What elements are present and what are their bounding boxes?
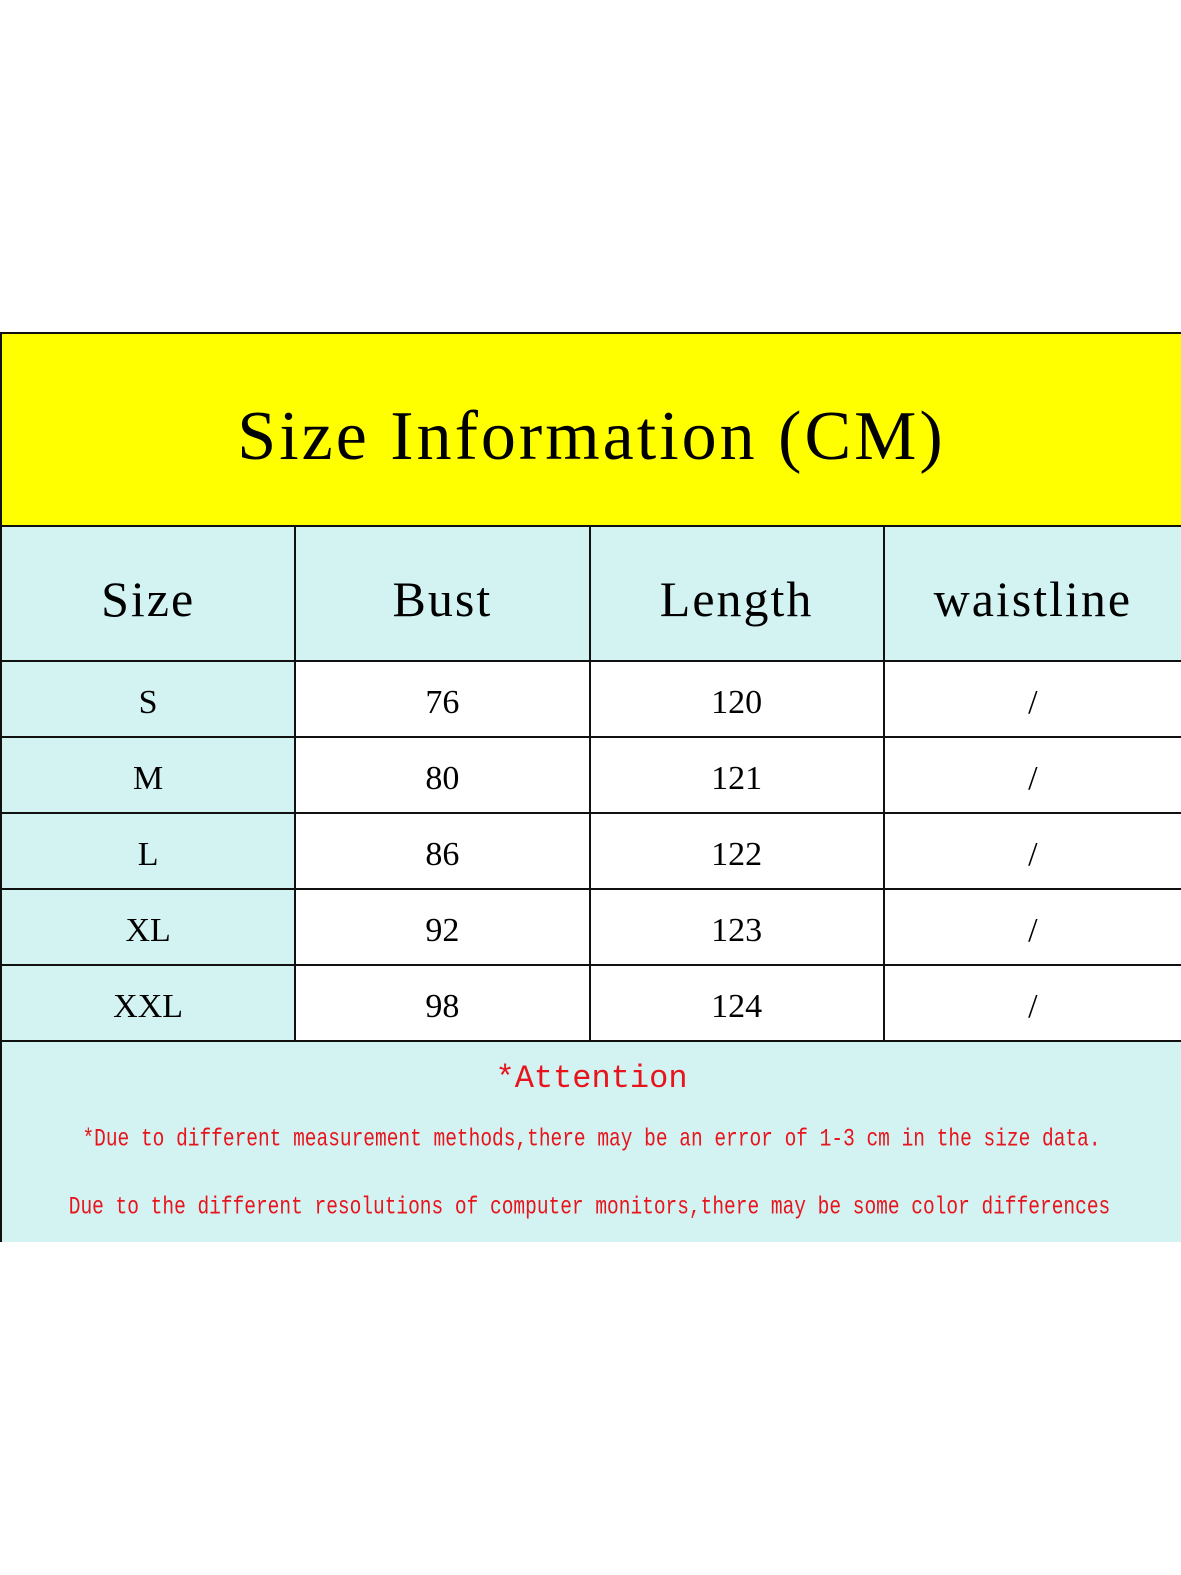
size-chart: Size Information (CM) Size Bust Length w…: [0, 332, 1181, 1242]
table-row: S 76 120/: [2, 662, 1181, 738]
cell-length: 124: [590, 966, 885, 1040]
header-bust: Bust: [296, 527, 591, 660]
header-waistline: waistline: [933, 570, 1133, 627]
cell-bust: 86: [296, 814, 591, 888]
cell-size: L: [2, 814, 297, 888]
header-length: Length: [591, 527, 885, 660]
table-row: XL 92 123/: [2, 890, 1181, 966]
cell-bust: 92: [296, 890, 591, 964]
attention-line-1: *Due to different measurement methods,th…: [82, 1124, 1101, 1154]
cell-size: M: [2, 738, 297, 812]
cell-waistline: /: [884, 738, 1181, 812]
cell-size: XXL: [2, 966, 297, 1040]
cell-waistline: /: [884, 966, 1181, 1040]
chart-title: Size Information (CM): [2, 334, 1181, 527]
table-row: XXL 98 124/: [2, 966, 1181, 1042]
cell-bust: 76: [296, 662, 591, 736]
cell-waistline: /: [884, 662, 1181, 736]
cell-size: S: [2, 662, 297, 736]
cell-size: XL: [2, 890, 297, 964]
header-row: Size Bust Length waistline: [2, 527, 1181, 662]
attention-heading: *Attention: [495, 1060, 688, 1097]
cell-length: 121: [590, 738, 885, 812]
attention-line-2: Due to the different resolutions of comp…: [68, 1192, 1111, 1222]
cell-bust: 80: [296, 738, 591, 812]
cell-length: 120: [590, 662, 885, 736]
table-row: M 80 121/: [2, 738, 1181, 814]
cell-waistline: /: [884, 814, 1181, 888]
header-size: Size: [2, 527, 297, 660]
attention-note: *Attention *Due to different measurement…: [2, 1042, 1181, 1242]
cell-length: 123: [590, 890, 885, 964]
cell-bust: 98: [296, 966, 591, 1040]
cell-length: 122: [590, 814, 885, 888]
table-row: L 86 122/: [2, 814, 1181, 890]
cell-waistline: /: [884, 890, 1181, 964]
